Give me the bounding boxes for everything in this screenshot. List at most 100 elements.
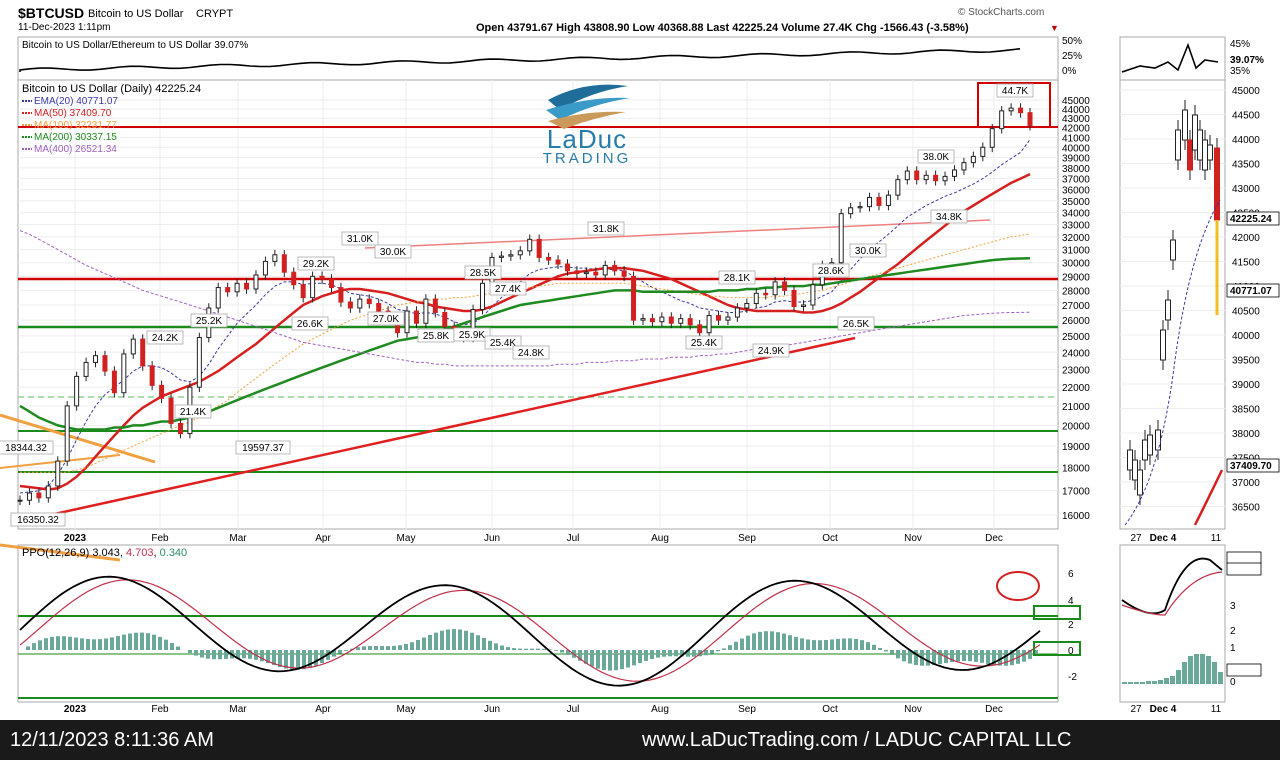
price-annotation: 24.8K <box>518 348 544 359</box>
price-candle <box>111 370 117 394</box>
annotation-box <box>464 265 502 280</box>
zoom-ratio-panel <box>1119 36 1226 81</box>
ppo-histogram-bar <box>890 650 894 656</box>
orange-trend-line-3 <box>0 543 121 562</box>
ppo-histogram-bar <box>740 638 744 650</box>
price-candle <box>338 287 344 303</box>
watermark: © StockCharts.com <box>958 7 1045 18</box>
price-candle <box>753 292 759 305</box>
ppo-histogram-bar <box>614 650 618 671</box>
footer-credit: www.LaDucTrading.com / LADUC CAPITAL LLC <box>642 729 1072 751</box>
price-candle <box>442 312 448 327</box>
ppo-histogram-bar <box>410 642 414 650</box>
ppo-histogram-bar <box>188 650 192 654</box>
zoom-tick-label: 40500 <box>1232 307 1260 318</box>
ppo-histogram-bar <box>422 637 426 650</box>
ppo-histogram-bar <box>140 632 144 650</box>
ratio-series <box>19 42 1219 73</box>
ppo-histogram-bar <box>458 629 462 650</box>
footer-timestamp: 12/11/2023 8:11:36 AM <box>10 729 214 751</box>
month-label: Feb <box>151 533 169 544</box>
annotation-box <box>587 221 625 236</box>
zoom-histogram-bar <box>1158 680 1163 684</box>
zoom-ppo-box <box>1226 663 1262 677</box>
ppo-month-label: Mar <box>229 704 247 715</box>
down-arrow-icon: ▼ <box>1050 23 1059 33</box>
price-candle <box>140 338 146 367</box>
ppo-histogram-bar <box>896 650 900 659</box>
price-tick-label: 27000 <box>1062 301 1090 312</box>
price-candle <box>744 303 750 309</box>
logo-subtext: TRADING <box>543 150 632 167</box>
legend-label: MA(50) 37409.70 <box>34 108 112 119</box>
zoom-histogram-bar <box>1188 656 1193 684</box>
legend-label: EMA(20) 40771.07 <box>34 96 118 107</box>
price-candle <box>687 318 693 326</box>
price-annotation: 24.2K <box>152 333 178 344</box>
ppo-histogram-bar <box>752 633 756 650</box>
annotation-box <box>930 209 968 224</box>
ppo-histogram-bar <box>926 650 930 666</box>
ppo-histogram-bar <box>98 639 102 650</box>
ppo-histogram-bar <box>992 650 996 665</box>
price-candle <box>564 263 570 272</box>
ppo-histogram-bar <box>308 650 312 668</box>
ppo-month-label: Jun <box>484 704 500 715</box>
ppo-legend-sep: , <box>120 547 123 559</box>
price-annotation: 44.7K <box>1002 86 1028 97</box>
zoom-tick-label: 39500 <box>1232 356 1260 367</box>
price-candle <box>17 499 23 502</box>
annotation-box <box>174 404 212 419</box>
ppo-histogram-bar <box>734 641 738 650</box>
upper-channel-line <box>364 219 991 249</box>
ppo-histogram-bar <box>554 650 558 651</box>
price-candle <box>527 238 533 252</box>
ppo-histogram-bar <box>92 639 96 650</box>
ppo-histogram-bar <box>830 639 834 650</box>
zoom-tick-label: 45000 <box>1232 86 1260 97</box>
ppo-histogram-bar <box>128 633 132 650</box>
price-annotation: 30.0K <box>380 247 406 258</box>
price-candle <box>55 460 61 487</box>
zoom-tick-label: 38500 <box>1232 405 1260 416</box>
zoom-candle <box>1147 434 1153 456</box>
ppo-histogram-bar <box>380 646 384 650</box>
zoom-ma50-line <box>1193 469 1224 526</box>
annotation-box <box>367 311 405 326</box>
price-tick-label: 31000 <box>1062 246 1090 257</box>
ppo-histogram-bar <box>440 630 444 650</box>
zoom-ratio-tick: 45% <box>1230 39 1250 50</box>
price-candle <box>1008 107 1014 112</box>
price-annotations: 44.7K 38.0K 34.8K 31.8K 31.0K 30.0K 29.2K 28.5K… <box>0 83 1034 527</box>
price-candle <box>989 128 995 148</box>
price-annotation: 25.4K <box>691 338 717 349</box>
annotation-box <box>146 330 184 345</box>
zoom-candle <box>1132 459 1138 481</box>
month-label: Apr <box>315 533 331 544</box>
ppo-histogram-bar <box>104 638 108 650</box>
price-annotation: 38.0K <box>923 152 949 163</box>
ppo-month-label: 2023 <box>64 704 87 715</box>
annotation-box <box>917 149 955 164</box>
price-annotation: 28.1K <box>724 273 750 284</box>
ppo-histogram-bar <box>344 650 348 651</box>
zoom-ppo-date-label: 11 <box>1211 704 1222 715</box>
ppo-histogram-bar <box>1004 650 1008 666</box>
price-candle <box>225 287 231 293</box>
price-tick-label: 24000 <box>1062 348 1090 359</box>
price-candle <box>291 271 297 286</box>
annotation-box <box>489 281 527 296</box>
ppo-histogram-bar <box>476 635 480 650</box>
zoom-ratio-line <box>1121 42 1219 73</box>
price-candle <box>961 162 967 171</box>
month-label: 2023 <box>64 533 87 544</box>
ppo-histogram-bar <box>494 643 498 650</box>
ppo-histogram-bar <box>434 632 438 650</box>
zoom-candle <box>1197 129 1203 161</box>
zoom-ppo-tick: 1 <box>1230 643 1236 654</box>
chart-canvas: 44.7K 38.0K 34.8K 31.8K 31.0K 30.0K 29.2K 28.5K… <box>0 36 1280 715</box>
ppo-histogram-bar <box>722 648 726 650</box>
ppo-histogram-bar <box>362 646 366 650</box>
price-candle <box>272 254 278 262</box>
ppo-histogram-bar <box>332 650 336 657</box>
